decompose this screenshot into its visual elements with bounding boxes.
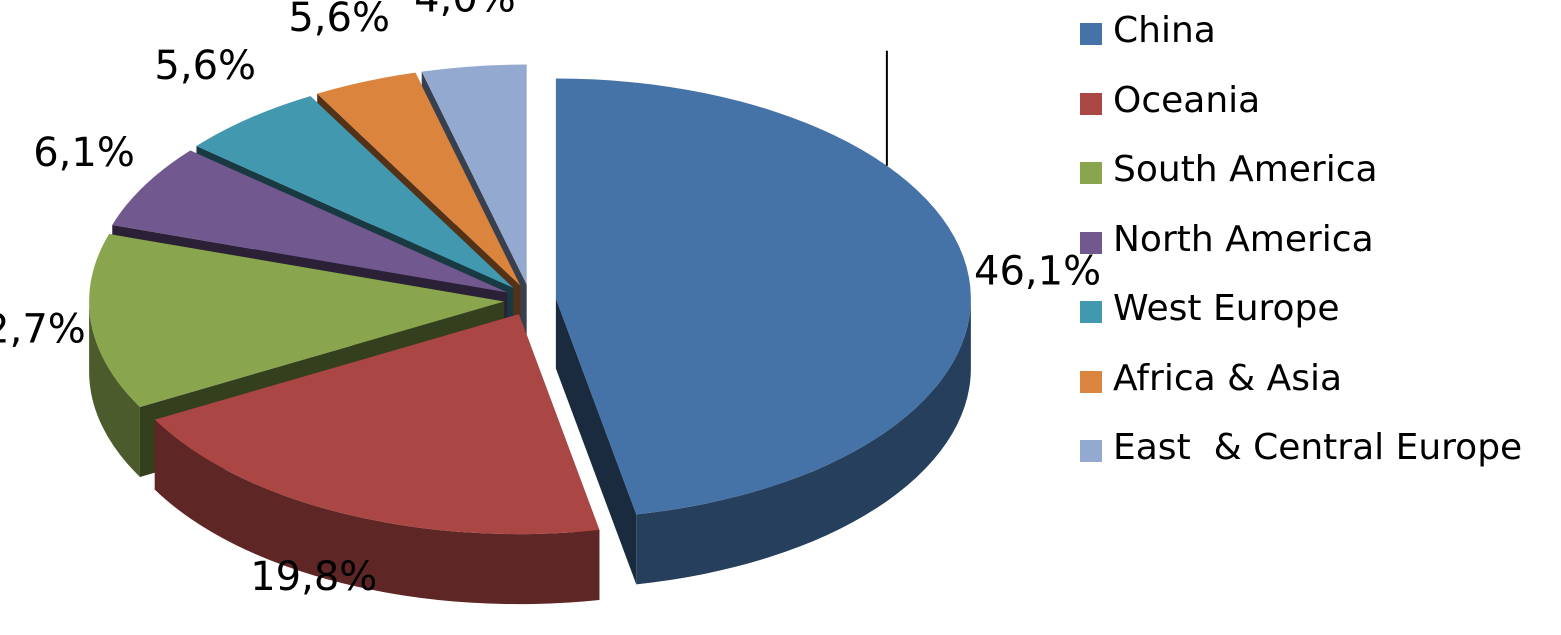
slice-rim-oceania (154, 419, 600, 605)
slice-wall-china (555, 298, 637, 585)
legend-swatch (1080, 162, 1102, 184)
slice-china (555, 78, 971, 585)
legend-swatch (1080, 301, 1102, 323)
slice-rim-south-america (89, 301, 140, 477)
slice-top-africa-asia (317, 72, 521, 286)
legend-swatch (1080, 440, 1102, 462)
slice-top-east-central-europe (421, 64, 527, 285)
legend-label: South America (1113, 149, 1378, 190)
legend-label: East & Central Europe (1113, 427, 1523, 468)
slice-top-oceania (154, 314, 600, 535)
pie-slices (89, 64, 971, 605)
legend-swatch (1080, 92, 1102, 115)
data-label-oceania: 19,8% (250, 554, 377, 600)
legend-swatch (1080, 23, 1102, 45)
slice-top-south-america (89, 234, 505, 407)
legend-label: Oceania (1113, 79, 1261, 121)
data-labels: 46,1% 19,8% 12,7% 6,1% 5,6% 5,6% 4,0% (0, 0, 1101, 600)
data-label-africa-asia: 5,6% (288, 0, 390, 41)
data-label-north-america: 6,1% (33, 130, 135, 176)
legend-label: West Europe (1113, 288, 1340, 329)
slice-top-china (555, 78, 971, 515)
slice-oceania (154, 314, 600, 605)
data-label-east-central-europe: 4,0% (414, 0, 516, 21)
legend-label: China (1113, 10, 1216, 51)
slice-top-west-europe (196, 96, 514, 288)
legend-label: Africa & Asia (1113, 357, 1343, 399)
legend-swatch (1080, 231, 1102, 254)
data-label-south-america: 12,7% (0, 307, 86, 353)
slice-top-north-america (112, 150, 508, 293)
legend-label: North America (1113, 218, 1374, 260)
data-label-west-europe: 5,6% (154, 43, 256, 89)
slice-rim-china (636, 298, 971, 585)
data-label-china: 46,1% (974, 248, 1101, 294)
legend-swatch (1080, 370, 1102, 393)
